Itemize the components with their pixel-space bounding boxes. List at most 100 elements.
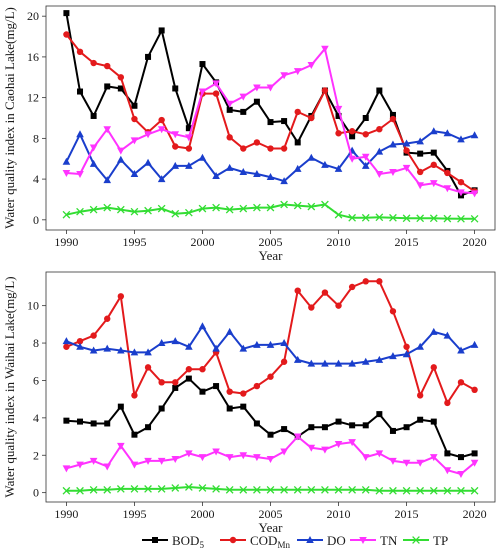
data-point-tn [239,93,248,101]
data-point-tp [171,209,180,218]
x-tick-label: 1990 [54,507,78,521]
data-point-tp [321,485,329,494]
data-point-tp [239,485,248,494]
data-point-tn [117,442,125,450]
data-point-bod5 [335,418,342,425]
data-point-do [198,322,207,330]
y-axis-title: Water quality index in Waihai Lake(mg/L) [2,276,17,497]
data-point-bod5 [185,125,192,132]
data-point-tn [429,180,438,188]
data-point-bod5 [281,426,288,433]
data-point-tn [62,465,71,473]
legend-label-tn: TN [380,533,398,548]
data-point-tn [470,459,479,467]
data-point-codmn [158,116,165,124]
data-point-codmn [335,130,342,137]
x-tick-label: 1995 [122,235,146,249]
caohai-lake-panel: 1990 1995 2000 2005 2010 2015 2020 0 4 8 12 16 20 Yea… [2,5,496,263]
data-point-bod5 [145,424,152,431]
data-point-do [266,340,275,348]
data-point-tp [375,486,384,495]
legend-marker-tp [412,536,420,544]
data-point-codmn [240,145,247,152]
data-point-tp [103,485,112,494]
data-point-bod5 [185,375,192,382]
data-point-do [144,348,152,356]
data-point-do [76,342,84,350]
data-point-codmn [416,392,424,399]
data-point-tn [416,182,424,190]
y-tick-label: 0 [33,486,39,500]
data-point-tp [62,210,71,219]
data-point-tp [361,213,370,222]
data-point-tp [198,484,207,492]
data-point-do [185,161,193,169]
data-point-do [225,327,234,335]
data-point-tp [239,204,248,213]
data-point-do [103,344,112,352]
data-point-bod5 [117,85,124,92]
data-point-tn [103,126,112,134]
data-point-tp [144,485,152,493]
data-point-codmn [172,379,179,386]
data-point-do [239,167,248,175]
data-point-bod5 [63,417,70,424]
data-point-tp [157,204,166,213]
data-point-codmn [185,145,193,152]
data-point-codmn [430,364,437,371]
data-point-tp [89,485,98,494]
data-point-codmn [403,343,410,350]
data-point-tn [470,190,479,198]
data-point-bod5 [308,424,315,431]
data-point-bod5 [349,422,356,429]
data-point-codmn [389,115,397,123]
data-point-do [62,157,71,165]
data-point-codmn [117,74,125,81]
data-point-tp [225,205,234,214]
data-point-tn [225,100,234,108]
data-point-tn [62,169,71,177]
data-point-tp [62,486,71,495]
data-point-tn [293,433,302,441]
data-point-tn [348,155,356,163]
data-point-do [470,131,479,139]
data-point-tp [212,203,220,212]
data-point-tn [144,457,152,465]
legend-label-cod: CODMn [250,533,290,550]
data-point-do [280,177,288,185]
data-point-tn [198,454,207,462]
data-point-codmn [63,343,70,350]
data-point-do [253,340,261,348]
data-point-tp [429,486,438,495]
data-point-tn [185,450,193,458]
data-point-codmn [376,278,383,285]
data-point-bod5 [376,411,383,418]
data-point-codmn [389,308,397,315]
data-point-tn [157,457,166,465]
waihai-lake-panel: 1990 1995 2000 2005 2010 2015 2020 0 2 4 6 8 10 Year W… [2,271,496,535]
data-point-tn [130,461,139,469]
data-point-do [375,355,384,363]
data-point-codmn [226,134,233,141]
data-point-codmn [185,366,193,373]
data-point-tp [130,485,139,493]
x-tick-label: 2010 [327,507,351,521]
data-point-tp [375,213,384,222]
data-point-bod5 [158,27,165,34]
data-point-tn [348,439,356,447]
data-point-do [212,172,220,180]
data-point-tp [457,214,465,223]
data-point-codmn [321,87,329,94]
data-point-bod5 [267,119,274,126]
x-tick-label: 2005 [259,235,283,249]
data-point-do [307,359,316,367]
data-point-bod5 [417,150,424,157]
data-point-do [293,164,302,172]
x-tick-label: 2000 [190,235,214,249]
data-point-tn [103,463,112,471]
x-tick-label: 2010 [327,235,351,249]
data-point-do [280,339,288,347]
data-point-codmn [267,373,274,380]
data-point-codmn [444,169,451,177]
data-point-codmn [240,390,247,397]
